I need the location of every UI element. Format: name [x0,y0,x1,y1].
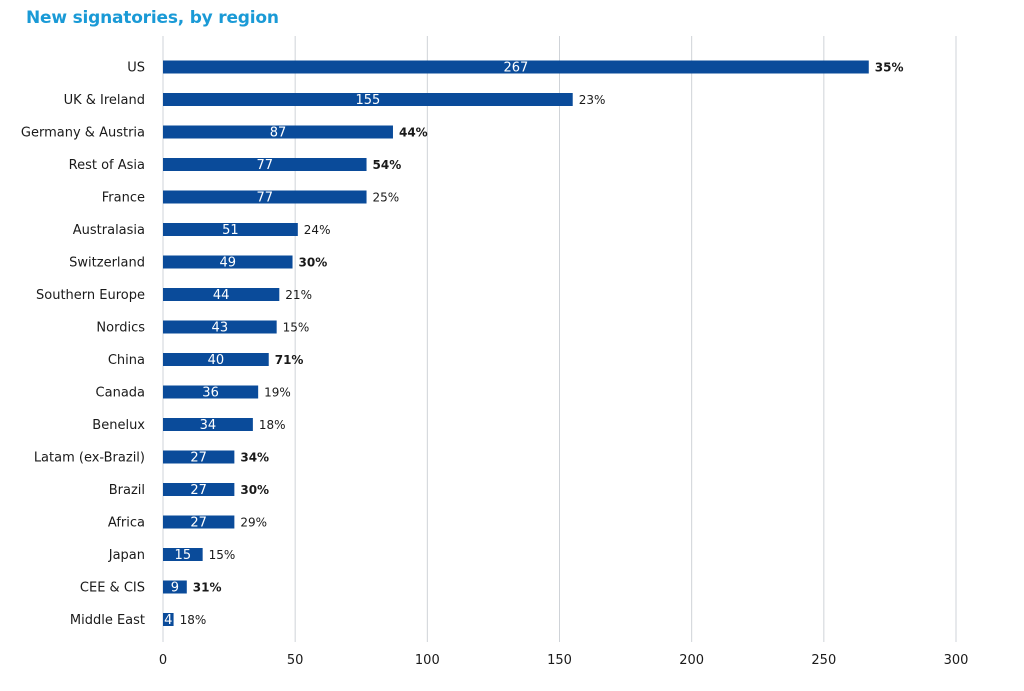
value-label: 77 [256,158,273,173]
bar[interactable] [163,548,203,561]
percent-label: 19% [264,386,291,400]
value-label: 51 [222,223,239,238]
category-label: Brazil [109,483,145,498]
category-label: France [102,191,145,206]
percent-label: 35% [875,61,904,75]
x-tick-label: 100 [415,653,440,668]
percent-label: 23% [579,93,606,107]
category-label: Latam (ex-Brazil) [34,451,145,466]
value-label: 15 [175,548,192,563]
value-label: 4 [164,613,172,628]
percent-label: 30% [299,256,328,270]
value-label: 40 [208,353,225,368]
category-label: China [108,353,145,368]
bar[interactable] [163,190,367,204]
percent-label: 24% [304,223,331,237]
bar[interactable] [163,223,298,236]
category-label: Germany & Austria [21,126,145,141]
percent-label: 25% [373,191,400,205]
category-label: Middle East [70,613,145,628]
value-label: 87 [270,126,287,141]
x-tick-label: 150 [547,653,572,668]
category-label: Benelux [92,418,145,433]
category-label: Canada [96,386,145,401]
bar[interactable] [163,515,235,529]
percent-label: 15% [283,321,310,335]
bar[interactable] [163,60,869,74]
percent-label: 31% [193,581,222,595]
category-label: Rest of Asia [69,158,145,173]
category-label: Australasia [73,223,145,238]
category-label: US [127,61,145,76]
bar[interactable] [163,320,277,334]
value-label: 27 [190,451,207,466]
value-label: 43 [212,321,229,336]
x-tick-label: 250 [811,653,836,668]
value-label: 44 [213,288,230,303]
value-label: 27 [190,483,207,498]
bar[interactable] [163,255,293,269]
percent-label: 15% [209,548,236,562]
value-label: 49 [219,256,236,271]
bar[interactable] [163,418,253,431]
value-label: 9 [171,581,179,596]
bar[interactable] [163,93,573,106]
percent-label: 44% [399,126,428,140]
percent-label: 18% [180,613,207,627]
category-label: Japan [108,548,145,563]
value-label: 267 [503,61,528,76]
category-label: UK & Ireland [64,93,145,108]
value-label: 36 [202,386,219,401]
x-tick-label: 0 [159,653,167,668]
percent-label: 29% [240,516,267,530]
x-tick-label: 300 [944,653,969,668]
chart-title: New signatories, by region [26,8,279,28]
bar[interactable] [163,385,259,399]
percent-label: 54% [373,158,402,172]
percent-label: 30% [240,483,269,497]
bar[interactable] [163,353,269,366]
bar[interactable] [163,288,280,301]
category-label: Nordics [96,321,145,336]
value-label: 155 [355,93,380,108]
percent-label: 34% [240,451,269,465]
percent-label: 18% [259,418,286,432]
x-tick-label: 50 [287,653,304,668]
bar[interactable] [163,450,235,464]
percent-label: 21% [285,288,312,302]
x-tick-label: 200 [679,653,704,668]
category-label: Southern Europe [36,288,145,303]
value-label: 27 [190,516,207,531]
percent-label: 71% [275,353,304,367]
bar[interactable] [163,613,174,626]
category-label: Switzerland [69,256,145,271]
category-label: CEE & CIS [80,581,145,596]
bar[interactable] [163,158,367,171]
value-label: 77 [256,191,273,206]
bar[interactable] [163,483,235,496]
value-label: 34 [200,418,217,433]
category-label: Africa [108,516,145,531]
bar[interactable] [163,125,393,139]
bar[interactable] [163,580,187,594]
